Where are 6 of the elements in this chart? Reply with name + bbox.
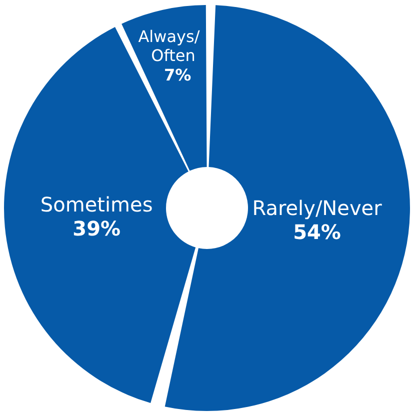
slice-label: Rarely/Never xyxy=(252,196,383,220)
slice-label: Always/Often xyxy=(138,27,200,66)
data-label: 39% xyxy=(72,216,121,241)
slice-label: Sometimes xyxy=(40,192,153,217)
data-label: 54% xyxy=(293,220,341,244)
data-label: 7% xyxy=(164,65,192,84)
